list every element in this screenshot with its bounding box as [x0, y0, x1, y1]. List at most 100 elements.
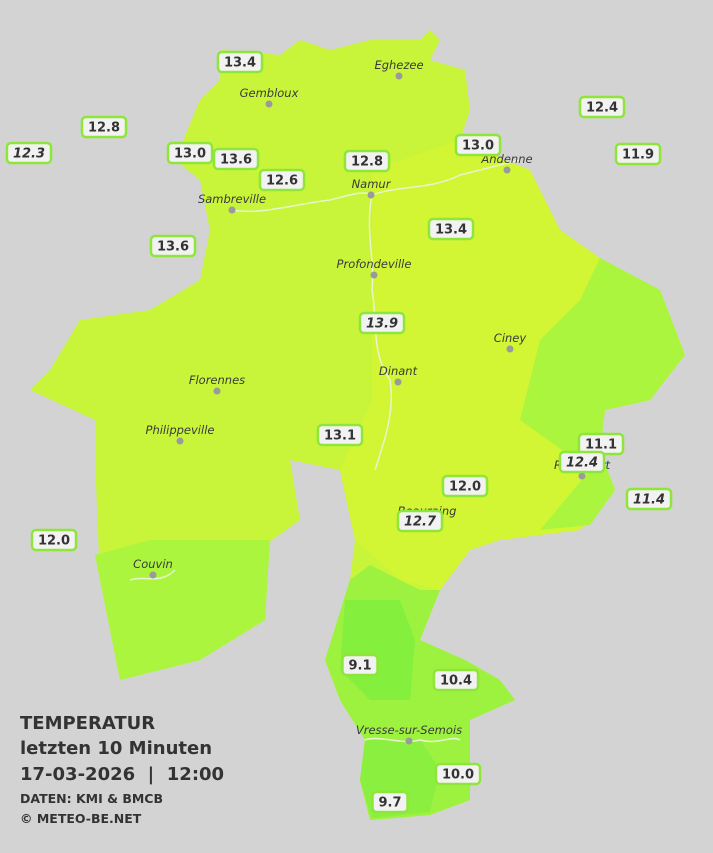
- river-couvin: [129, 569, 176, 581]
- station-value: 12.6: [266, 174, 298, 189]
- stations: 13.4 12.8 12.3 13.0 13.6 12.6 12.8 13.0 12.4 11.9…: [5, 50, 673, 814]
- town-dot: [394, 378, 402, 386]
- station-value: 11.4: [633, 493, 665, 508]
- station-value: 13.4: [224, 56, 256, 71]
- station: 12.6: [258, 168, 306, 192]
- station: 13.0: [166, 141, 214, 165]
- town-label: Philippeville: [146, 423, 215, 437]
- station-value: 12.8: [88, 121, 120, 136]
- station-box: [625, 487, 673, 511]
- town-dot: [228, 206, 236, 214]
- legend-subtitle: letzten 10 Minuten: [20, 738, 212, 759]
- town-label: Florennes: [189, 373, 245, 387]
- station-value: 12.0: [38, 534, 70, 549]
- station-box: [166, 141, 214, 165]
- station-box: [212, 147, 260, 171]
- station: 10.0: [434, 762, 482, 786]
- station-box: [427, 217, 475, 241]
- station: 12.4: [558, 450, 606, 474]
- station-box: [578, 95, 626, 119]
- station-box: [258, 168, 306, 192]
- zone-couvin: [95, 540, 270, 680]
- zone-warm-southeast: [520, 258, 685, 530]
- legend-datetime: 17-03-2026 | 12:00: [20, 764, 224, 785]
- station-box: [5, 141, 53, 165]
- station-value: 10.4: [440, 674, 472, 689]
- station-box: [371, 790, 409, 814]
- town-dot: [149, 571, 157, 579]
- town-label: Vresse-sur-Semois: [356, 723, 462, 737]
- station-value: 13.0: [174, 147, 206, 162]
- station-value: 12.7: [404, 515, 437, 530]
- station-box: [216, 50, 264, 74]
- station-value: 12.0: [449, 480, 481, 495]
- station-value: 13.1: [324, 429, 356, 444]
- station-box: [558, 450, 606, 474]
- station: 12.8: [343, 149, 391, 173]
- legend-source: DATEN: KMI & BMCB: [20, 791, 163, 806]
- station-value: 12.8: [351, 155, 383, 170]
- station: 12.0: [30, 528, 78, 552]
- station: 11.4: [625, 487, 673, 511]
- station: 13.9: [358, 311, 406, 335]
- town-label: Profondeville: [337, 257, 412, 271]
- station-value: 12.4: [586, 101, 618, 116]
- station: 12.8: [80, 115, 128, 139]
- town-dot: [367, 191, 375, 199]
- station: 13.4: [427, 217, 475, 241]
- station: 12.4: [578, 95, 626, 119]
- station-value: 13.6: [157, 240, 189, 255]
- station: 13.6: [212, 147, 260, 171]
- town-label: Sambreville: [198, 192, 266, 206]
- station-box: [30, 528, 78, 552]
- station-box: [434, 762, 482, 786]
- station-box: [316, 423, 364, 447]
- station: 11.9: [614, 142, 662, 166]
- station: 13.0: [454, 133, 502, 157]
- town-dot: [506, 345, 514, 353]
- station-box: [454, 133, 502, 157]
- station-box: [80, 115, 128, 139]
- station-value: 11.1: [585, 438, 617, 453]
- legend-title: TEMPERATUR: [20, 713, 155, 734]
- town-label: Ciney: [494, 331, 527, 345]
- town-dot: [395, 72, 403, 80]
- station-value: 12.3: [13, 147, 45, 162]
- town-label: Dinant: [379, 364, 418, 378]
- station: 12.3: [5, 141, 53, 165]
- station-value: 13.0: [462, 139, 494, 154]
- station-box: [149, 234, 197, 258]
- station-value: 12.4: [566, 456, 598, 471]
- station-value: 13.9: [366, 317, 398, 332]
- station: 10.4: [432, 668, 480, 692]
- station: 13.4: [216, 50, 264, 74]
- station: 12.0: [441, 474, 489, 498]
- town-label: Namur: [352, 177, 392, 191]
- station: 9.1: [341, 653, 379, 677]
- station-value: 11.9: [622, 148, 654, 163]
- station-value: 9.1: [348, 659, 371, 674]
- station: 13.6: [149, 234, 197, 258]
- station-box: [343, 149, 391, 173]
- river-semois: [364, 737, 461, 743]
- town-label: Couvin: [133, 557, 173, 571]
- station-box: [614, 142, 662, 166]
- legend-copyright: © METEO-BE.NET: [20, 811, 142, 826]
- station-box: [358, 311, 406, 335]
- town-dot: [503, 166, 511, 174]
- river-meuse: [368, 194, 393, 471]
- station-box: [341, 653, 379, 677]
- town-label: Eghezee: [374, 58, 423, 72]
- station-value: 13.6: [220, 153, 252, 168]
- station-box: [396, 509, 444, 533]
- station-value: 9.7: [378, 796, 401, 811]
- zone-east: [340, 140, 615, 590]
- town-dot: [176, 437, 184, 445]
- station-value: 10.0: [442, 768, 474, 783]
- station-box: [441, 474, 489, 498]
- station: 13.1: [316, 423, 364, 447]
- town-dot: [405, 737, 413, 745]
- station-box: [432, 668, 480, 692]
- town-dot: [265, 100, 273, 108]
